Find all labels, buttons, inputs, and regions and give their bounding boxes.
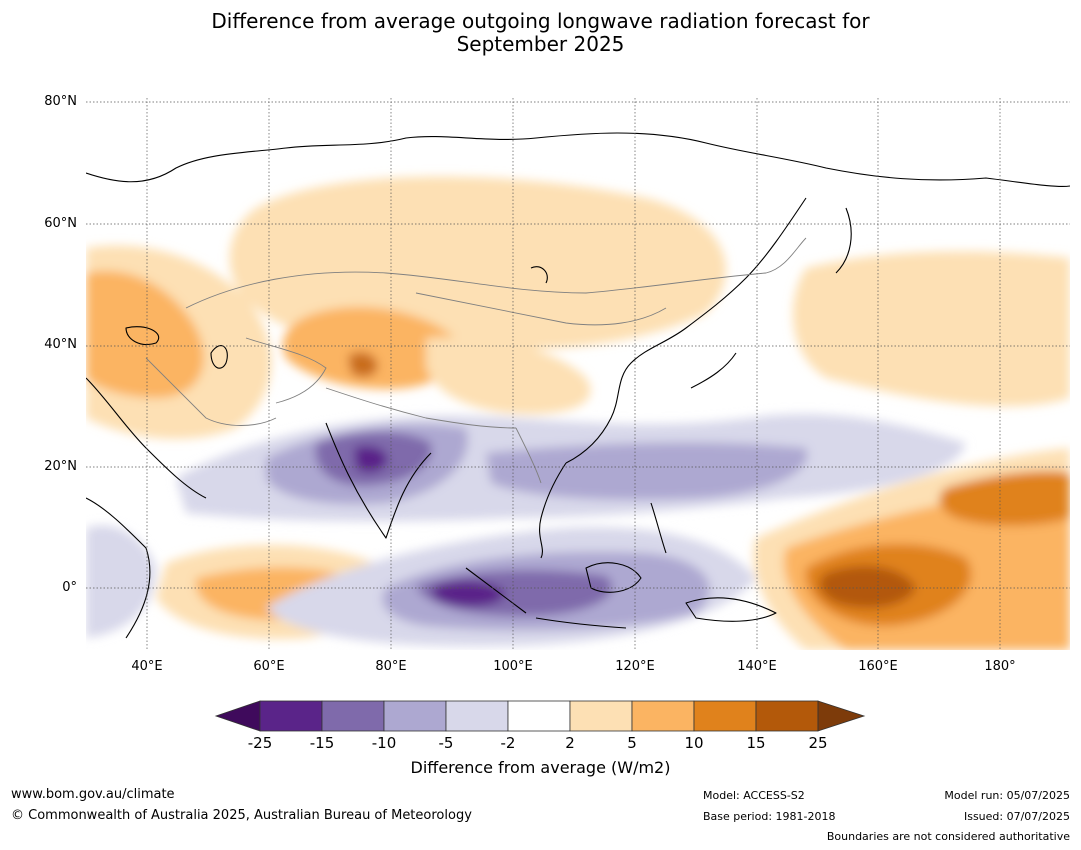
colorbar-bin-5 <box>507 700 571 732</box>
graticule <box>86 98 1070 650</box>
coastline-black-sea <box>125 326 159 346</box>
lat-label-60n: 60°N <box>44 216 77 231</box>
border-indochina <box>515 427 542 484</box>
colorbar-bin-9 <box>755 700 819 732</box>
coastline-borneo <box>585 562 642 593</box>
lat-label-40n: 40°N <box>44 337 77 352</box>
colorbar-tick-2: -15 <box>309 734 335 752</box>
coastline-indochina <box>539 462 567 559</box>
coastlines <box>86 132 1070 639</box>
colorbar-bin-1 <box>259 700 323 732</box>
anomaly-region-bay-of-bengal-core <box>354 446 388 473</box>
colorbar-tick-3: -10 <box>371 734 397 752</box>
anomaly-fields <box>86 176 1070 650</box>
coastline-new-guinea <box>685 597 777 622</box>
colorbar-tick-7: 5 <box>627 734 637 752</box>
coastline-sumatra <box>465 567 527 614</box>
colorbar-tick-1: -25 <box>247 734 273 752</box>
lat-label-20n: 20°N <box>44 459 77 474</box>
lat-label-0: 0° <box>62 580 77 595</box>
footer-note: Boundaries are not considered authoritat… <box>826 830 1070 843</box>
colorbar-tick-6: 2 <box>565 734 575 752</box>
lon-label-60e: 60°E <box>253 659 285 674</box>
colorbar-tick-5: -2 <box>500 734 516 752</box>
anomaly-region-north-central-pacific <box>939 471 1070 526</box>
footer-model: Model: ACCESS-S2 <box>703 789 805 802</box>
coastline-philippines <box>650 502 667 554</box>
colorbar <box>214 700 866 732</box>
border-middle-east <box>145 357 277 426</box>
chart-title-line-1: Difference from average outgoing longwav… <box>211 9 870 33</box>
colorbar-bin-7 <box>631 700 695 732</box>
anomaly-region-africa-east <box>86 525 156 638</box>
footer-model-run: Model run: 05/07/2025 <box>944 789 1070 802</box>
anomaly-region-maritime-core <box>432 581 506 607</box>
chart-title-line-2: September 2025 <box>456 32 625 56</box>
coastline-lake-baikal <box>530 266 548 284</box>
anomaly-region-tibet-core <box>348 352 378 378</box>
anomaly-region-central-pacific-core <box>819 565 916 608</box>
lon-label-180: 180° <box>984 659 1016 674</box>
footer-url[interactable]: www.bom.gov.au/climate <box>11 787 175 802</box>
coastline-india <box>325 422 432 539</box>
lon-label-140e: 140°E <box>737 659 777 674</box>
colorbar-tick-4: -5 <box>438 734 454 752</box>
colorbar-tick-8: 10 <box>684 734 704 752</box>
lat-label-80n: 80°N <box>44 94 77 109</box>
anomaly-region-west-pacific <box>486 442 808 500</box>
border-himalaya <box>325 387 517 429</box>
colorbar-tick-9: 15 <box>746 734 766 752</box>
lon-label-80e: 80°E <box>375 659 407 674</box>
coastline-arctic <box>86 132 1070 187</box>
border-russia-south <box>185 237 807 309</box>
coastline-east-asia <box>565 197 807 464</box>
colorbar-bin-4 <box>445 700 509 732</box>
footer-issued: Issued: 07/07/2025 <box>963 810 1070 823</box>
country-borders <box>145 237 807 484</box>
olr-anomaly-map <box>86 98 1070 650</box>
anomaly-region-china <box>426 337 591 415</box>
lon-label-160e: 160°E <box>858 659 898 674</box>
anomaly-region-north-pacific <box>792 251 1070 407</box>
footer-copyright: © Commonwealth of Australia 2025, Austra… <box>11 808 472 823</box>
anomaly-region-tibet <box>282 307 463 389</box>
border-mongolia <box>415 292 667 326</box>
coastline-africa <box>86 497 151 639</box>
footer-base-period: Base period: 1981-2018 <box>703 810 836 823</box>
colorbar-bin-8 <box>693 700 757 732</box>
coastline-arabia <box>86 377 207 499</box>
coastline-kamchatka <box>835 207 852 274</box>
anomaly-region-west-asia-strong <box>86 271 204 398</box>
lon-label-100e: 100°E <box>493 659 533 674</box>
colorbar-extend-low <box>214 700 261 732</box>
anomaly-region-north-asia <box>229 176 726 350</box>
colorbar-extend-high <box>817 700 866 732</box>
border-central-asia <box>245 337 327 404</box>
lon-label-40e: 40°E <box>131 659 163 674</box>
colorbar-bin-3 <box>383 700 447 732</box>
coastline-japan <box>690 352 737 389</box>
coastline-java <box>535 617 627 629</box>
colorbar-bin-6 <box>569 700 633 732</box>
colorbar-tick-10: 25 <box>808 734 828 752</box>
colorbar-label: Difference from average (W/m2) <box>410 758 671 777</box>
lon-label-120e: 120°E <box>615 659 655 674</box>
colorbar-bin-2 <box>321 700 385 732</box>
